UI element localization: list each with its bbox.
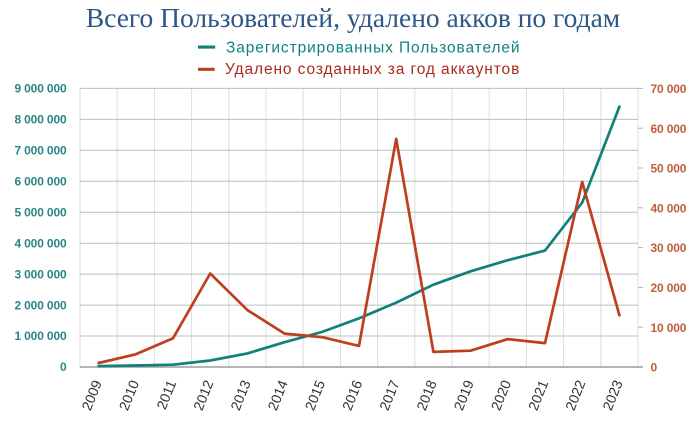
svg-text:60 000: 60 000 — [651, 122, 687, 136]
svg-text:30 000: 30 000 — [651, 241, 687, 255]
svg-text:9 000 000: 9 000 000 — [14, 82, 67, 96]
svg-text:8 000 000: 8 000 000 — [14, 113, 67, 127]
svg-text:1 000 000: 1 000 000 — [14, 329, 67, 343]
svg-text:40 000: 40 000 — [651, 201, 687, 215]
svg-text:6 000 000: 6 000 000 — [14, 175, 67, 189]
svg-text:10 000: 10 000 — [651, 321, 687, 335]
svg-text:Удалено созданных за год аккау: Удалено созданных за год аккаунтов — [225, 61, 520, 78]
svg-text:Всего Пользователей, удалено а: Всего Пользователей, удалено акков по го… — [86, 2, 620, 33]
svg-text:50 000: 50 000 — [651, 162, 687, 176]
svg-text:0: 0 — [60, 360, 67, 374]
svg-text:7 000 000: 7 000 000 — [14, 144, 67, 158]
svg-text:Зарегистрированных Пользовател: Зарегистрированных Пользователей — [226, 39, 521, 56]
svg-text:20 000: 20 000 — [651, 281, 687, 295]
svg-text:3 000 000: 3 000 000 — [14, 267, 67, 281]
svg-text:70 000: 70 000 — [651, 82, 687, 96]
svg-text:4 000 000: 4 000 000 — [14, 236, 67, 250]
svg-text:0: 0 — [651, 361, 658, 375]
svg-text:5 000 000: 5 000 000 — [14, 205, 67, 219]
svg-text:2 000 000: 2 000 000 — [14, 298, 67, 312]
